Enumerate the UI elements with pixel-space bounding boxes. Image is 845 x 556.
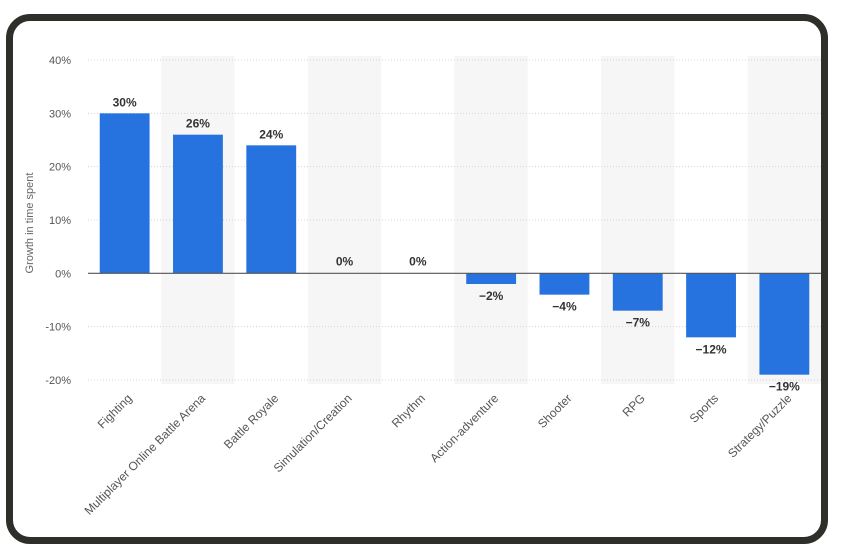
bars [99,113,810,375]
data-label: −4% [552,300,577,314]
y-axis-label: Growth in time spent [24,173,36,274]
category-band [307,56,382,384]
x-tick-label: Shooter [535,391,575,431]
data-labels: 30% 26% 24% 0% 0% −2% −4% −7% −12% −19% [113,95,801,393]
x-tick-label: Multiplayer Online Battle Arena [82,391,209,518]
data-label: −19% [769,380,800,394]
bar [173,134,223,274]
data-label: 0% [336,254,354,268]
data-label: 24% [259,127,283,141]
data-label: 26% [186,117,210,131]
category-band [454,56,528,384]
bar [99,113,150,274]
y-tick-label: -20% [45,375,71,387]
y-tick-label: 30% [49,108,71,120]
y-tick-label: 0% [55,268,71,280]
y-tick-label: 10% [49,215,71,227]
y-tick-label: -10% [45,322,71,334]
x-tick-label: Action-adventure [427,391,501,465]
bar [539,273,590,295]
x-tick-label: Rhythm [389,391,428,430]
y-tick-label: 20% [49,162,71,174]
data-label: 0% [409,254,427,268]
x-tick-label: Sports [687,391,721,425]
bar-chart: 40% 30% 20% 10% 0% -10% -20% Growth in time sp… [24,55,821,518]
x-tick-label: RPG [620,391,648,419]
x-tick-label: Simulation/Creation [271,391,355,475]
x-tick-label: Strategy/Puzzle [725,391,795,461]
bar [246,145,297,274]
data-label: −7% [626,316,651,330]
x-tick-label: Battle Royale [221,391,282,452]
bar [466,273,517,284]
chart-frame: 40% 30% 20% 10% 0% -10% -20% Growth in time sp… [6,14,828,544]
data-label: 30% [113,95,137,109]
data-label: −2% [479,289,504,303]
data-label: −12% [696,342,727,356]
bar [612,273,663,311]
y-tick-label: 40% [49,55,71,67]
bar [759,273,810,375]
x-tick-label: Fighting [95,391,135,431]
y-axis-ticks: 40% 30% 20% 10% 0% -10% -20% [45,55,71,387]
bar [686,273,736,338]
gridlines [88,59,821,381]
